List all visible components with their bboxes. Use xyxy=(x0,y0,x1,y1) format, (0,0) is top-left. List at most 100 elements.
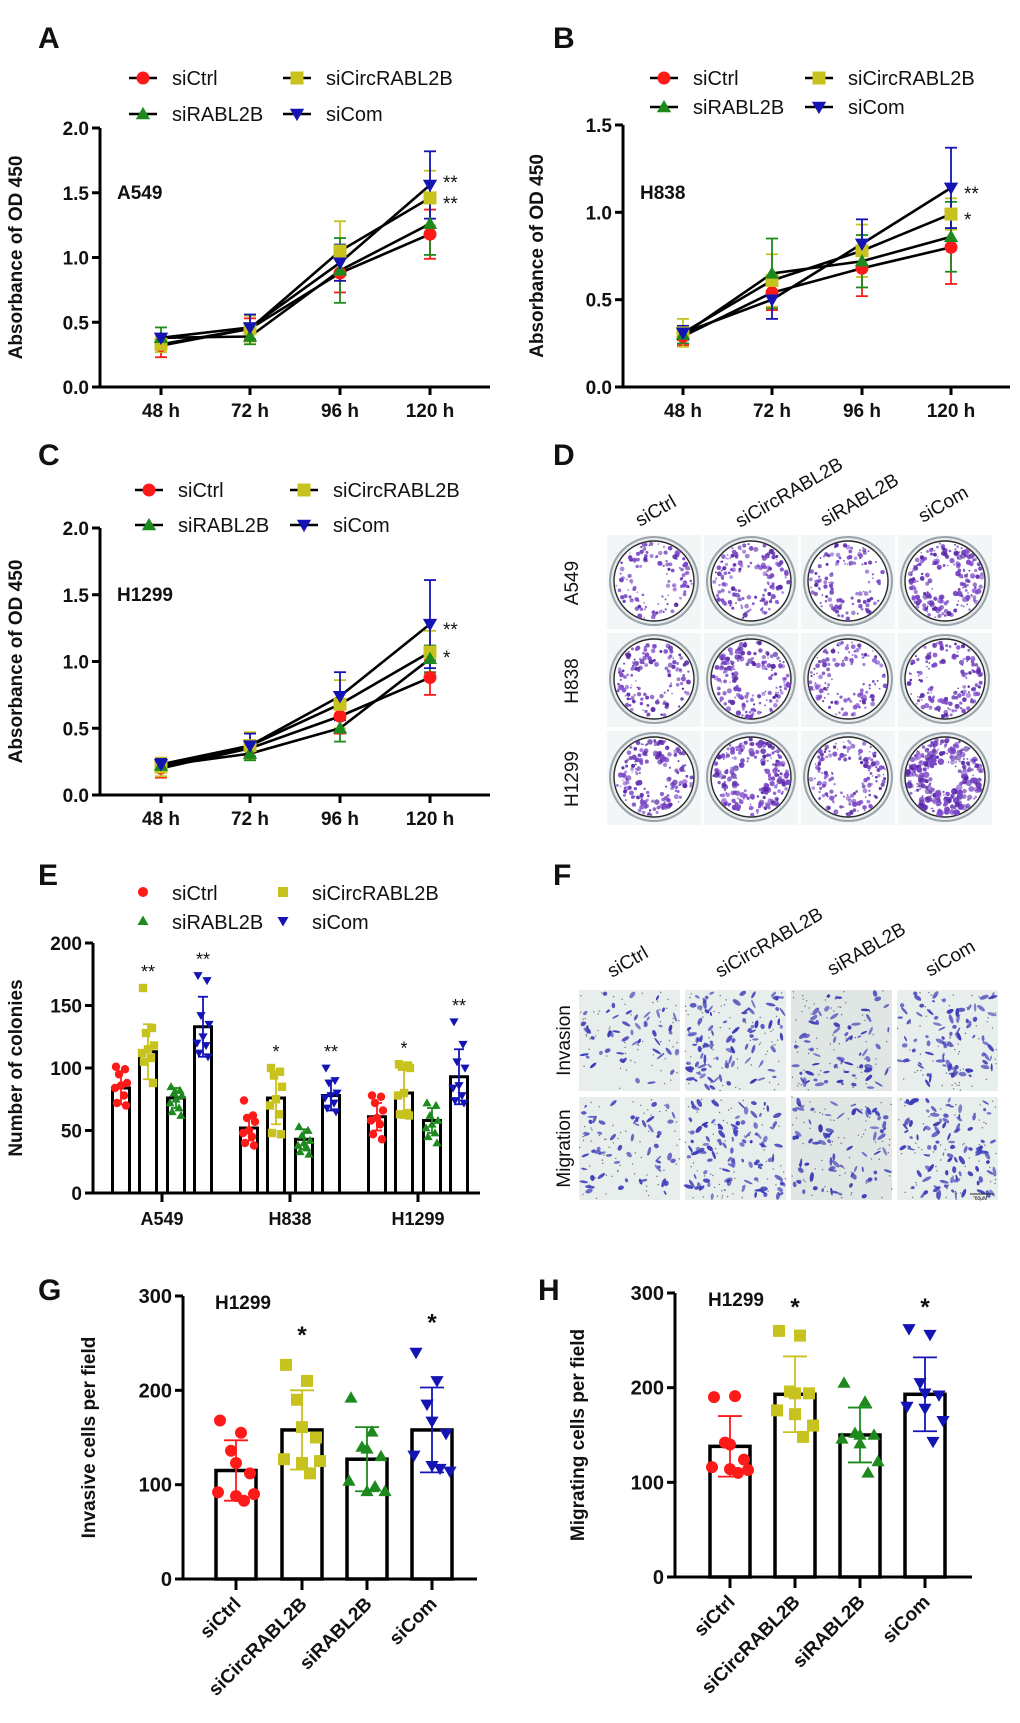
stained-cell xyxy=(953,1156,958,1163)
stained-cell xyxy=(589,1062,597,1069)
stained-cell xyxy=(730,1123,739,1129)
colony-dot xyxy=(673,794,679,800)
pore-dot xyxy=(915,1142,917,1144)
stained-cell xyxy=(770,1045,776,1053)
colony-dot xyxy=(623,594,628,599)
colony-dot xyxy=(681,750,686,756)
colony-dot xyxy=(661,797,665,802)
colony-dot xyxy=(665,559,668,563)
colony-dot xyxy=(716,686,721,691)
colony-dot xyxy=(967,747,971,750)
significance-marker: ** xyxy=(141,962,155,982)
data-point-siRABL2B xyxy=(835,1432,849,1444)
colony-dot xyxy=(687,586,690,589)
colony-dot xyxy=(771,555,776,560)
stained-cell xyxy=(830,1187,833,1196)
colony-dot xyxy=(767,690,772,695)
colony-dot xyxy=(847,651,851,654)
stained-cell xyxy=(939,1118,943,1123)
colony-dot xyxy=(925,660,929,663)
stained-cell xyxy=(685,1077,695,1081)
pore-dot xyxy=(578,1146,581,1149)
colony-dot xyxy=(753,652,757,656)
pore-dot xyxy=(641,992,643,994)
pore-dot xyxy=(670,1079,672,1081)
stained-cell xyxy=(753,1122,758,1129)
stained-cell xyxy=(986,1170,994,1175)
stained-cell xyxy=(805,1070,815,1076)
data-point-siCtrl xyxy=(239,1096,249,1105)
legend-label: siRABL2B xyxy=(693,97,784,119)
colony-dot xyxy=(863,652,868,657)
colony-dot xyxy=(975,782,982,789)
y-tick-label: 0.5 xyxy=(63,719,90,740)
pore-dot xyxy=(955,1104,957,1106)
colony-dot xyxy=(675,747,679,751)
pore-dot xyxy=(968,1157,970,1159)
stained-cell xyxy=(865,1074,873,1082)
colony-dot xyxy=(823,697,826,699)
stained-cell xyxy=(752,1038,759,1041)
data-point-siRABL2B xyxy=(422,216,438,230)
colony-dot xyxy=(672,660,677,665)
colony-dot xyxy=(685,774,689,778)
data-point-siCom xyxy=(242,740,258,753)
colony-dot xyxy=(629,697,632,701)
colony-dot xyxy=(855,790,858,793)
data-point-siCtrl xyxy=(112,1098,122,1108)
colony-dot xyxy=(840,641,844,645)
colony-dot xyxy=(732,765,739,772)
stained-cell xyxy=(972,1113,976,1121)
colony-dot xyxy=(861,698,866,703)
colony-dot xyxy=(645,695,650,700)
colony-dot xyxy=(914,557,920,563)
colony-dot xyxy=(973,691,979,697)
colony-dot xyxy=(863,809,866,812)
stained-cell xyxy=(887,1027,890,1033)
stained-cell xyxy=(866,1107,872,1115)
colony-dot xyxy=(715,771,720,776)
colony-dot xyxy=(931,588,933,590)
pore-dot xyxy=(708,1037,710,1039)
colony-dot xyxy=(843,698,848,703)
colony-dot xyxy=(639,792,644,798)
stained-cell xyxy=(602,991,608,996)
pore-dot xyxy=(625,1130,627,1133)
stained-cell xyxy=(948,1072,955,1076)
stained-cell xyxy=(728,1055,733,1065)
colony-dot xyxy=(753,546,759,552)
colony-dot xyxy=(689,784,693,788)
colony-dot xyxy=(777,775,783,781)
stained-cell xyxy=(703,1054,707,1065)
colony-dot xyxy=(914,757,919,761)
colony-dot xyxy=(642,743,645,746)
stained-cell xyxy=(704,1083,710,1091)
pore-dot xyxy=(991,1027,994,1029)
pore-dot xyxy=(645,1185,648,1187)
colony-dot xyxy=(636,692,642,697)
data-point-siRABL2B xyxy=(293,1140,303,1149)
colony-dot xyxy=(810,671,813,674)
pore-dot xyxy=(672,1017,674,1020)
stained-cell xyxy=(947,1097,951,1103)
colony-dot xyxy=(778,659,781,663)
colony-dot xyxy=(916,785,918,788)
colony-dot xyxy=(677,759,680,762)
colony-dot xyxy=(925,795,933,802)
pore-dot xyxy=(942,1154,944,1156)
pore-dot xyxy=(932,1151,935,1153)
stained-cell xyxy=(810,1014,818,1021)
pore-dot xyxy=(978,1038,980,1040)
colony-dot xyxy=(917,674,920,677)
colony-dot xyxy=(650,648,656,654)
colony-dot xyxy=(666,794,670,797)
colony-dot xyxy=(616,784,619,787)
colony-dot xyxy=(950,793,955,798)
pore-dot xyxy=(608,1028,610,1030)
colony-dot xyxy=(643,601,646,604)
colony-dot xyxy=(640,743,643,746)
pore-dot xyxy=(890,1103,892,1106)
colony-dot xyxy=(625,780,630,785)
colony-dot xyxy=(670,609,675,614)
